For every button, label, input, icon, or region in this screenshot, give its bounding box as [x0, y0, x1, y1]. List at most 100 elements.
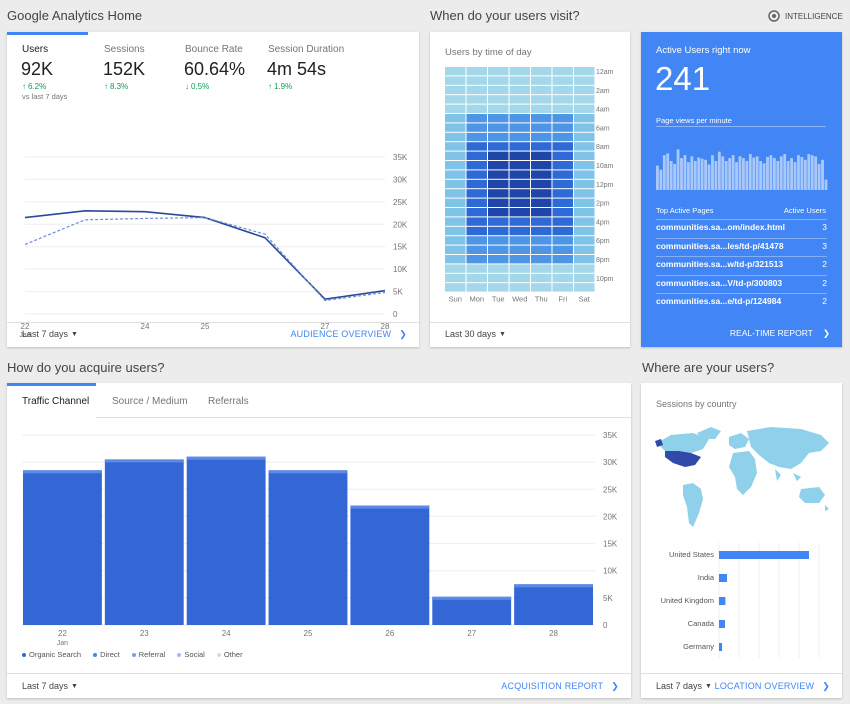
country-label: India	[698, 573, 715, 582]
pageviews-chart	[656, 149, 828, 190]
heatmap-date-range[interactable]: Last 30 days ▼	[445, 329, 506, 339]
heatmap-cell	[488, 123, 509, 132]
acquisition-bar[interactable]	[514, 584, 593, 625]
heatmap-cell	[574, 189, 595, 198]
tab-traffic-channel[interactable]: Traffic Channel	[22, 396, 90, 407]
acquisition-bar-cap	[104, 459, 184, 463]
heatmap-cell	[466, 245, 487, 254]
hour-label: 6am	[596, 125, 610, 132]
heatmap-cell	[531, 67, 552, 76]
overview-date-range[interactable]: Last 7 days ▼	[22, 329, 78, 339]
country-bar[interactable]	[719, 574, 727, 582]
chevron-right-icon: ❯	[399, 329, 407, 339]
country-bar[interactable]	[719, 551, 809, 559]
intelligence-button[interactable]: INTELLIGENCE	[768, 10, 843, 22]
active-page-row[interactable]: communities.sa...les/td-p/41478 3	[656, 241, 827, 251]
x-tick-label: 0%	[714, 661, 725, 663]
pageview-bar	[821, 159, 824, 190]
country-bar[interactable]	[719, 597, 726, 605]
row-divider	[656, 237, 827, 239]
active-users-header: Active Users	[783, 206, 826, 215]
heatmap-cell	[574, 132, 595, 142]
heatmap-cell	[445, 198, 466, 207]
pageview-bar	[700, 158, 704, 190]
heatmap-cell	[488, 189, 509, 198]
section-title-home: Google Analytics Home	[7, 8, 143, 23]
acquisition-date-range[interactable]: Last 7 days ▼	[22, 681, 78, 691]
legend-item[interactable]: Other	[216, 650, 243, 659]
pageview-bar	[707, 164, 711, 190]
x-tick-label: 24	[141, 322, 150, 331]
pageview-bar	[724, 161, 728, 190]
heatmap-cell	[466, 95, 487, 104]
location-date-range[interactable]: Last 7 days ▼	[656, 681, 712, 691]
metric-label[interactable]: Bounce Rate	[185, 44, 243, 55]
heatmap-cell	[574, 123, 595, 132]
acquisition-bar[interactable]	[268, 470, 348, 625]
heatmap-cell	[574, 208, 595, 217]
country-label: Germany	[683, 642, 714, 651]
metric-label[interactable]: Users	[22, 44, 49, 55]
pageviews-label: Page views per minute	[656, 116, 732, 125]
hour-label: 8pm	[596, 257, 610, 264]
heatmap-cell	[466, 264, 487, 273]
metric-value: 4m 54s	[267, 59, 327, 79]
x-tick-label: 10%	[731, 661, 746, 663]
acquisition-bar[interactable]	[23, 470, 102, 625]
metric-label[interactable]: Session Duration	[268, 44, 345, 55]
location-overview-link[interactable]: LOCATION OVERVIEW ❯	[714, 681, 830, 691]
heatmap-cell	[509, 76, 530, 85]
legend-item[interactable]: Referral	[131, 650, 165, 659]
y-tick-label: 25K	[603, 485, 618, 494]
tab-source-medium[interactable]: Source / Medium	[112, 396, 188, 407]
legend-item[interactable]: Direct	[93, 650, 120, 659]
realtime-report-link[interactable]: REAL-TIME REPORT ❯	[729, 328, 830, 338]
heatmap-cell	[574, 283, 595, 292]
heatmap-cell	[509, 142, 530, 151]
heatmap-cell	[531, 151, 552, 160]
metric-value: 92K	[21, 59, 54, 79]
heatmap-cell	[445, 226, 466, 236]
country-label: United Kingdom	[661, 596, 714, 605]
acquisition-bar[interactable]	[186, 456, 266, 625]
metric-label[interactable]: Sessions	[104, 44, 145, 55]
heatmap-cell	[445, 283, 466, 292]
legend-dot-icon	[22, 652, 26, 657]
heatmap-cell	[488, 208, 509, 217]
acquisition-bar[interactable]	[104, 459, 184, 625]
heatmap-cell	[488, 236, 509, 245]
active-page-row[interactable]: communities.sa...e/td-p/124984 2	[656, 296, 827, 306]
heatmap-cell	[488, 151, 509, 160]
hour-label: 10am	[596, 163, 614, 170]
row-divider	[656, 256, 827, 257]
country-bar[interactable]	[719, 620, 725, 628]
active-metric-indicator	[7, 32, 88, 35]
world-map	[655, 427, 829, 527]
active-page-row[interactable]: communities.sa...om/index.html 3	[656, 222, 827, 232]
heatmap-cell	[445, 170, 466, 179]
heatmap-cell	[466, 236, 487, 245]
realtime-title: Active Users right now	[656, 45, 751, 56]
legend-item[interactable]: Organic Search	[22, 650, 81, 659]
chevron-right-icon: ❯	[822, 328, 830, 338]
acquisition-bar[interactable]	[432, 596, 512, 625]
acquisition-report-link[interactable]: ACQUISITION REPORT ❯	[501, 681, 619, 691]
y-tick-label: 10K	[603, 567, 618, 576]
active-page-row[interactable]: communities.sa...w/td-p/321513 2	[656, 259, 827, 269]
metric-value: 60.64%	[184, 59, 246, 79]
active-page-row[interactable]: communities.sa...V/td-p/300803 2	[656, 278, 827, 288]
audience-overview-link[interactable]: AUDIENCE OVERVIEW ❯	[290, 329, 407, 339]
heatmap-cell	[552, 132, 573, 142]
heatmap-cell	[531, 245, 552, 254]
legend-item[interactable]: Social	[177, 650, 205, 659]
heatmap-cell	[488, 114, 509, 123]
heatmap-cell	[552, 208, 573, 217]
metric-delta: ↑ 6.2%	[22, 82, 47, 91]
country-bar[interactable]	[719, 643, 722, 651]
tab-referrals[interactable]: Referrals	[208, 396, 249, 407]
heatmap-cell	[552, 67, 573, 76]
acquisition-bar[interactable]	[350, 505, 430, 625]
heatmap-cell	[509, 236, 530, 245]
pageview-bar	[676, 149, 680, 190]
arrow-up-icon: ↑	[104, 82, 108, 91]
